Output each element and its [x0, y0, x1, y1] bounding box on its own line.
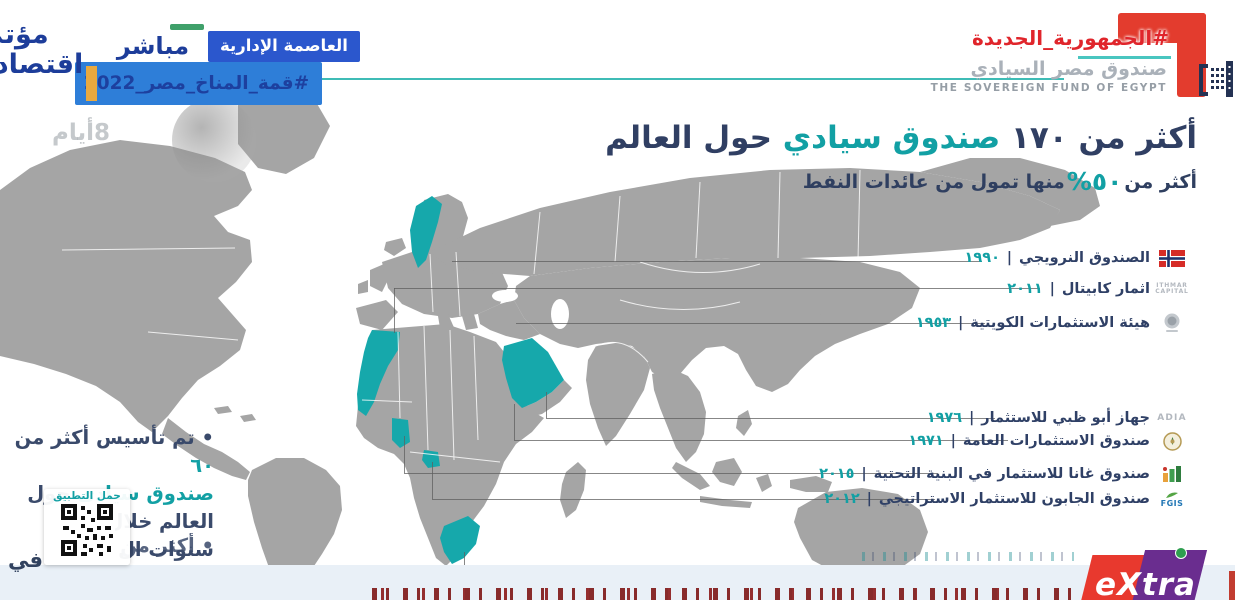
fund-row-adia: ADIA جهاز أبو ظبي للاستثمار | ١٩٧٦	[926, 410, 1187, 426]
sfe-wordmark-english: THE SOVEREIGN FUND OF EGYPT	[930, 82, 1167, 94]
fund-row-norway: الصندوق النرويجي | ١٩٩٠	[965, 248, 1187, 268]
map-iceland	[384, 238, 406, 256]
note-bullet: •	[201, 426, 214, 449]
map-north-america	[0, 140, 252, 432]
connector-adia	[546, 418, 995, 419]
title-highlight: صندوق سيادي	[782, 120, 1001, 156]
location-badge: العاصمة الإدارية	[208, 31, 360, 62]
qr-code	[59, 502, 115, 558]
top-divider-line	[322, 78, 1064, 80]
map-russia	[430, 168, 1060, 276]
side-note-second-bullet: • أكثر من	[120, 534, 214, 557]
connector-south-africa	[464, 552, 465, 572]
connector-norway	[452, 261, 982, 262]
conference-logo: مؤتمر اقتصادي	[0, 19, 84, 80]
live-label: مباشر	[116, 32, 190, 60]
map-se-asia	[652, 368, 706, 462]
map-asia	[514, 258, 920, 392]
building-icon	[1199, 61, 1233, 97]
connector-pif	[514, 440, 1008, 441]
map-africa	[356, 324, 544, 566]
map-norway-highlight	[410, 196, 442, 268]
map-india	[586, 342, 650, 446]
qr-label: حمل التطبيق	[53, 490, 121, 502]
conference-logo-line2: اقتصادي	[0, 49, 84, 80]
connector-gabon	[432, 499, 935, 500]
giif-bars-icon	[1157, 465, 1187, 483]
fgis-logo: FGIS	[1157, 491, 1187, 508]
map-central-america	[162, 418, 250, 480]
fund-row-pif: صندوق الاستثمارات العامة | ١٩٧١	[908, 431, 1187, 451]
map-ghana-highlight	[392, 418, 410, 448]
app-qr-overlay: حمل التطبيق	[44, 489, 130, 565]
sfe-wordmark-arabic: صندوق مصر السيادي	[970, 58, 1167, 80]
connector-ghana	[404, 473, 938, 474]
map-ne-asia	[920, 158, 1100, 226]
connector-kuwait	[516, 323, 985, 324]
fund-row-gabon: FGIS صندوق الجابون للاستثمار الاستراتيجي…	[824, 489, 1187, 509]
channel-badge-dot	[1175, 547, 1187, 559]
map-arabia-south	[522, 380, 572, 418]
map-saudi-highlight	[502, 338, 564, 408]
channel-logo: eXtra	[1077, 545, 1208, 600]
map-madagascar	[560, 462, 586, 518]
connector-ithmar	[394, 288, 1040, 289]
event-hashtag-banner: #قمة_المناخ_مصر_2022	[75, 62, 322, 105]
ithmar-capital-logo: ITHMAR CAPITAL	[1155, 281, 1189, 295]
map-south-america	[248, 458, 342, 600]
infographic-subtitle: أكثر من%٥٠منها تمول من عائدات النفط	[802, 167, 1197, 196]
fund-row-ithmar: ITHMAR CAPITAL اثمار كابيتال | ٢٠١١	[1007, 281, 1189, 297]
map-iberia	[356, 300, 398, 330]
map-greenland	[238, 94, 330, 174]
pif-emblem-icon	[1157, 431, 1187, 451]
ticker-edge-mark	[1229, 571, 1235, 600]
channel-name: eXtra	[1095, 567, 1196, 600]
fund-row-kuwait: هيئة الاستثمارات الكويتية | ١٩٥٣	[916, 313, 1187, 333]
map-anatolia-levant	[478, 300, 540, 340]
norway-flag-icon	[1157, 249, 1187, 267]
map-south-africa-highlight	[440, 516, 480, 564]
ticker-clipped-text	[372, 588, 1077, 600]
clipped-stat-text	[862, 552, 1074, 561]
conference-logo-line1: مؤتمر	[0, 19, 49, 50]
map-australia	[794, 488, 928, 578]
adia-logo: ADIA	[1157, 412, 1187, 423]
kia-emblem-icon	[1157, 313, 1187, 333]
corner-partial-text: في	[8, 548, 43, 572]
fund-row-ghana: صندوق غانا للاستثمار في البنية التحتية |…	[819, 464, 1187, 484]
days-watermark: 8أيام	[52, 120, 111, 146]
infographic-title: أكثر من ١٧٠ صندوق سيادي حول العالم	[605, 120, 1197, 156]
live-indicator-dash	[170, 24, 204, 30]
map-morocco-highlight	[357, 330, 400, 416]
banner-accent-bar	[86, 66, 97, 101]
republic-hashtag: #الجمهورية_الجديدة	[971, 26, 1169, 50]
subtitle-percent: %٥٠	[1066, 167, 1123, 196]
globe-watermark	[172, 98, 256, 182]
event-hashtag: #قمة_المناخ_مصر_2022	[83, 73, 310, 94]
republic-hashtag-underline	[1078, 56, 1171, 59]
